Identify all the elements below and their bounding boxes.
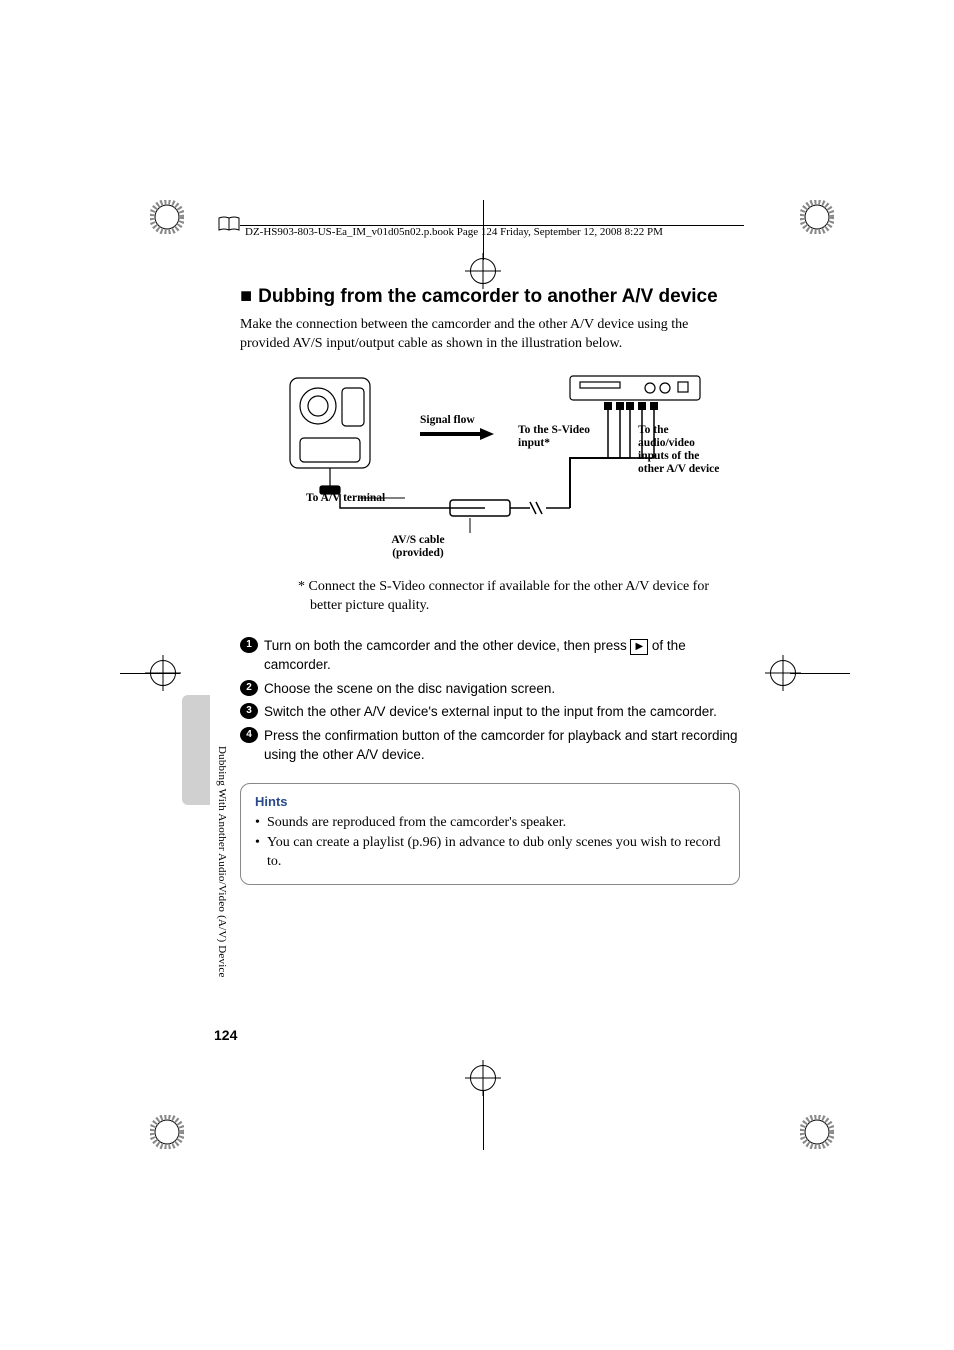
step-4-text: Press the confirmation button of the cam… <box>264 726 740 765</box>
header-book-icon <box>218 216 240 232</box>
crop-mark-left <box>120 673 180 674</box>
side-tab <box>182 695 210 805</box>
step-num-4: 4 <box>240 727 258 743</box>
side-section-label: Dubbing With Another Audio/Video (A/V) D… <box>216 746 228 978</box>
connection-diagram: Signal flow To A/V terminal AV/S cable (… <box>270 368 710 568</box>
step-num-3: 3 <box>240 703 258 719</box>
step-1: 1 Turn on both the camcorder and the oth… <box>240 636 740 675</box>
label-av-terminal: To A/V terminal <box>306 492 385 505</box>
label-signal-flow: Signal flow <box>420 414 475 427</box>
hints-box: Hints Sounds are reproduced from the cam… <box>240 783 740 885</box>
label-svideo: To the S-Video input* <box>518 424 604 450</box>
running-header: DZ-HS903-803-US-Ea_IM_v01d05n02.p.book P… <box>245 226 663 238</box>
diagram-footnote: * Connect the S-Video connector if avail… <box>240 578 740 616</box>
reg-mark-bottom <box>470 1065 496 1091</box>
reg-mark-top <box>470 258 496 284</box>
steps-list: 1 Turn on both the camcorder and the oth… <box>240 636 740 765</box>
step-num-1: 1 <box>240 637 258 653</box>
step-2-text: Choose the scene on the disc navigation … <box>264 679 740 699</box>
hints-title: Hints <box>255 794 725 809</box>
step-1-text-a: Turn on both the camcorder and the other… <box>264 638 630 653</box>
step-num-2: 2 <box>240 680 258 696</box>
square-bullet-icon: ■ <box>240 285 252 307</box>
section-intro: Make the connection between the camcorde… <box>240 316 740 354</box>
label-audio-video: To the audio/video inputs of the other A… <box>638 424 720 477</box>
label-avs-cable: AV/S cable (provided) <box>378 534 458 560</box>
hint-item-1: Sounds are reproduced from the camcorder… <box>255 813 725 833</box>
play-icon: ▶ <box>630 639 648 656</box>
step-4: 4 Press the confirmation button of the c… <box>240 726 740 765</box>
hint-item-2: You can create a playlist (p.96) in adva… <box>255 833 725 872</box>
step-3-text: Switch the other A/V device's external i… <box>264 702 740 722</box>
crop-mark-bottom <box>483 1090 484 1150</box>
reg-corner-tl <box>150 200 184 234</box>
step-2: 2 Choose the scene on the disc navigatio… <box>240 679 740 699</box>
reg-corner-br <box>800 1115 834 1149</box>
step-3: 3 Switch the other A/V device's external… <box>240 702 740 722</box>
crop-mark-right <box>790 673 850 674</box>
section-heading: ■ Dubbing from the camcorder to another A… <box>240 285 740 308</box>
page-number: 124 <box>214 1027 237 1043</box>
section-title: Dubbing from the camcorder to another A/… <box>258 286 718 307</box>
reg-corner-bl <box>150 1115 184 1149</box>
reg-corner-tr <box>800 200 834 234</box>
